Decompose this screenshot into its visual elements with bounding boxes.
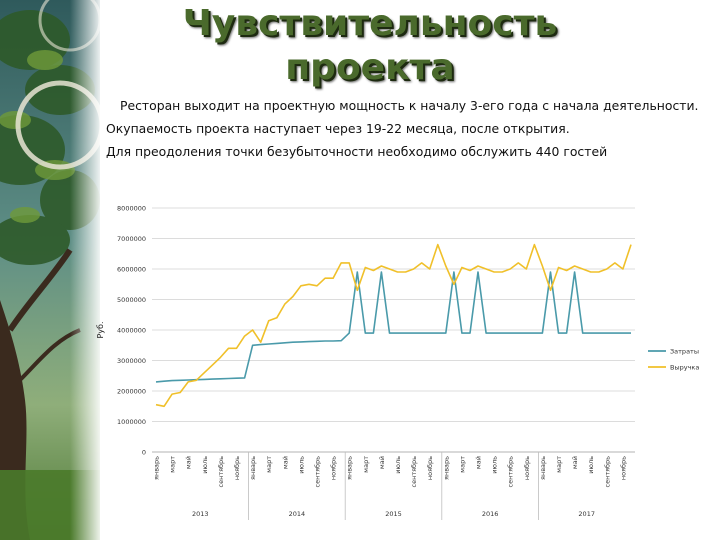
x-tick-label: сентябрь	[314, 456, 322, 488]
y-tick-label: 0	[142, 449, 146, 457]
year-label: 2017	[578, 510, 595, 518]
x-tick-label: май	[281, 456, 289, 469]
x-tick-label: март	[265, 456, 273, 473]
x-tick-label: ноябрь	[619, 456, 627, 480]
chart-legend: Затраты Выручка	[648, 348, 699, 372]
x-tick-label: сентябрь	[603, 456, 611, 488]
x-tick-label: ноябрь	[233, 456, 241, 480]
chart-grid	[152, 207, 635, 453]
x-tick-label: май	[185, 456, 193, 469]
y-axis-label: Руб.	[96, 321, 105, 338]
slide-body-text: Ресторан выходит на проектную мощность к…	[106, 94, 706, 163]
x-tick-label: сентябрь	[410, 456, 418, 488]
x-tick-label: ноябрь	[523, 456, 531, 480]
chart-series	[155, 243, 632, 408]
year-label: 2013	[192, 510, 209, 518]
x-tick-label: сентябрь	[507, 456, 515, 488]
chart-x-axis: январь март май июль сентябрь ноябрь январь мар…	[153, 452, 627, 520]
x-tick-label: июль	[394, 456, 402, 474]
x-tick-label: май	[475, 456, 483, 469]
page-title: Чувствительность проекта	[182, 3, 558, 88]
x-tick-label: июль	[201, 456, 209, 474]
series-line-2	[155, 243, 632, 408]
legend-label-2: Выручка	[670, 364, 699, 372]
y-tick-label: 3000000	[117, 357, 146, 365]
y-tick-label: 6000000	[117, 266, 146, 274]
x-tick-label: май	[378, 456, 386, 469]
x-tick-label: январь	[346, 456, 354, 480]
x-tick-label: ноябрь	[330, 456, 338, 480]
x-tick-label: июль	[491, 456, 499, 474]
y-tick-label: 8000000	[117, 205, 146, 213]
x-tick-label: ноябрь	[426, 456, 434, 480]
x-tick-label: март	[555, 456, 563, 473]
tree-background-illustration	[0, 0, 100, 540]
y-tick-label: 2000000	[117, 388, 146, 396]
x-tick-label: март	[169, 456, 177, 473]
paragraph-breakeven: Для преодоления точки безубыточности нео…	[106, 144, 608, 159]
x-tick-label: июль	[587, 456, 595, 474]
y-tick-label: 1000000	[117, 418, 146, 426]
year-label: 2015	[385, 510, 402, 518]
x-tick-label: июль	[297, 456, 305, 474]
x-tick-label: март	[458, 456, 466, 473]
paragraph-capacity: Ресторан выходит на проектную мощность к…	[120, 98, 699, 113]
y-tick-label: 4000000	[117, 327, 146, 335]
year-label: 2014	[289, 510, 306, 518]
x-tick-label: март	[362, 456, 370, 473]
x-tick-label: сентябрь	[217, 456, 225, 488]
y-tick-label: 5000000	[117, 296, 146, 304]
x-tick-label: январь	[249, 456, 257, 480]
y-tick-label: 7000000	[117, 235, 146, 243]
year-label: 2016	[482, 510, 499, 518]
chart-y-axis: 0 1000000 2000000 3000000 4000000 5000000 6000…	[117, 205, 146, 457]
legend-label-1: Затраты	[670, 348, 699, 356]
paragraph-payback: Окупаемость проекта наступает через 19-2…	[106, 121, 570, 136]
sensitivity-line-chart: 0 1000000 2000000 3000000 4000000 5000000 6000…	[96, 205, 699, 520]
x-tick-label: январь	[442, 456, 450, 480]
x-tick-label: январь	[153, 456, 161, 480]
series-line-1	[155, 271, 631, 383]
x-tick-label: май	[571, 456, 579, 469]
x-tick-label: январь	[539, 456, 547, 480]
